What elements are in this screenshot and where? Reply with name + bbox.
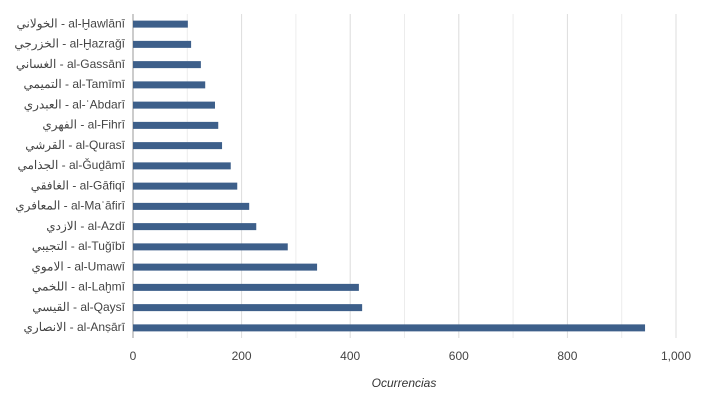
x-tick-label: 200	[232, 349, 252, 363]
y-tick-label: الجذامي - al-Ǧuḏāmī	[18, 157, 126, 172]
bar	[133, 182, 238, 190]
bar	[133, 81, 206, 89]
x-tick-label: 0	[130, 349, 137, 363]
y-tick-label: الخزرجي - al-Ḫazraǧī	[14, 37, 125, 51]
y-tick-label: المعافري - al-Maʿāfirī	[15, 199, 125, 213]
bar	[133, 263, 318, 271]
bar	[133, 304, 363, 312]
bar	[133, 283, 359, 291]
bar	[133, 202, 250, 210]
bar	[133, 324, 646, 332]
bar	[133, 20, 188, 28]
y-tick-label: العبدري - al-ʿAbdarī	[24, 97, 126, 111]
y-tick-label: الغافقي - al-Gāfiqī	[31, 178, 126, 192]
y-tick-label: الغساني - al-Gassānī	[16, 57, 126, 71]
x-tick-label: 1,000	[661, 349, 691, 363]
bar	[133, 162, 231, 170]
x-tick-label: 600	[449, 349, 469, 363]
bar	[133, 243, 288, 251]
x-tick-label: 400	[340, 349, 360, 363]
y-tick-label: الفهري - al-Fihrī	[42, 118, 125, 132]
x-tick-label: 800	[557, 349, 577, 363]
bar	[133, 61, 201, 69]
bar	[133, 121, 219, 129]
bar	[133, 223, 257, 231]
y-tick-label: الخولاني - al-Ḫawlānī	[17, 16, 126, 30]
y-tick-label: الاموي - al-Umawī	[31, 259, 125, 273]
bar	[133, 101, 215, 109]
y-tick-label: الانصاري - al-Anṣārī	[24, 320, 126, 334]
y-tick-label: اللخمي - al-Laḫmī	[32, 280, 126, 294]
x-axis-title: Ocurrencias	[372, 376, 437, 390]
y-tick-label: التميمي - al-Tamīmī	[24, 77, 126, 91]
y-tick-label: القيسي - al-Qaysī	[32, 300, 125, 314]
bar	[133, 40, 192, 48]
y-tick-label: الازدي - al-Azdī	[46, 219, 125, 233]
y-tick-label: التجيبي - al-Tuǧībī	[32, 239, 126, 253]
bar	[133, 142, 223, 150]
y-tick-label: القرشي - al-Qurasī	[25, 138, 125, 152]
